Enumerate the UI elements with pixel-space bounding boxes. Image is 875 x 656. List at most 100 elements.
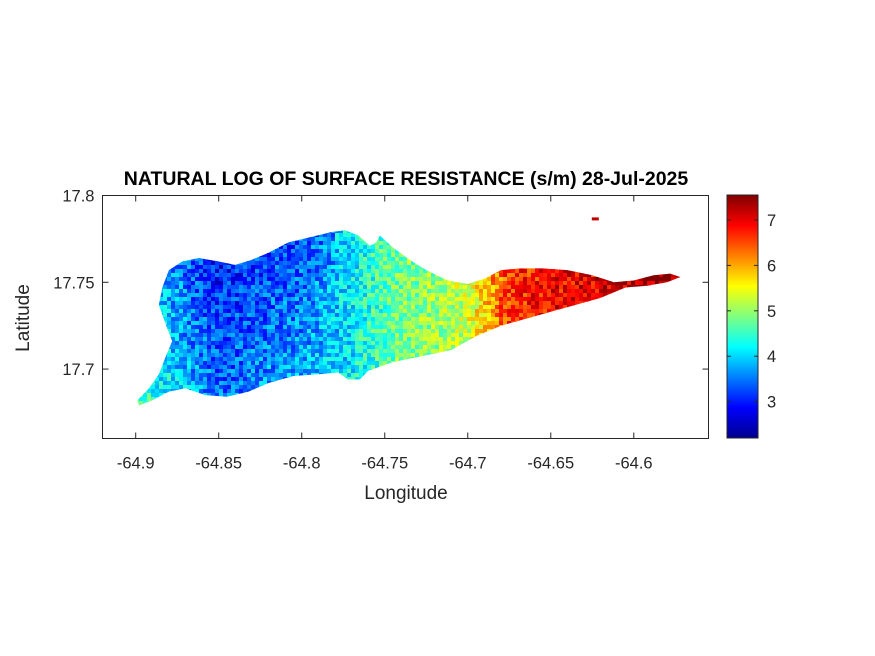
heatmap-cell: [467, 269, 472, 274]
heatmap-cell: [535, 261, 540, 266]
heatmap-cell: [575, 241, 580, 246]
heatmap-cell: [255, 349, 260, 354]
heatmap-cell: [243, 249, 248, 254]
heatmap-cell: [623, 233, 628, 238]
heatmap-cell: [195, 349, 200, 354]
heatmap-cell: [559, 233, 564, 238]
heatmap-cell: [367, 285, 372, 290]
heatmap-cell: [639, 333, 644, 338]
heatmap-cell: [495, 289, 500, 294]
heatmap-cell: [275, 313, 280, 318]
heatmap-cell: [643, 313, 648, 318]
heatmap-cell: [531, 293, 536, 298]
heatmap-cell: [559, 301, 564, 306]
heatmap-cell: [619, 329, 624, 334]
heatmap-cell: [271, 237, 276, 242]
heatmap-cell: [399, 221, 404, 226]
heatmap-cell: [255, 333, 260, 338]
heatmap-cell: [163, 293, 168, 298]
heatmap-cell: [219, 257, 224, 262]
heatmap-cell: [463, 273, 468, 278]
heatmap-cell: [587, 245, 592, 250]
heatmap-cell: [399, 333, 404, 338]
heatmap-cell: [479, 357, 484, 362]
heatmap-cell: [519, 289, 524, 294]
heatmap-cell: [239, 329, 244, 334]
heatmap-cell: [235, 237, 240, 242]
heatmap-cell: [431, 353, 436, 358]
heatmap-cell: [439, 273, 444, 278]
heatmap-cell: [479, 321, 484, 326]
heatmap-cell: [427, 345, 432, 350]
heatmap-cell: [159, 241, 164, 246]
heatmap-cell: [455, 233, 460, 238]
heatmap-cell: [263, 337, 268, 342]
heatmap-cell: [691, 357, 696, 362]
heatmap-cell: [267, 230, 272, 234]
heatmap-cell: [515, 257, 520, 262]
heatmap-cell: [619, 293, 624, 298]
heatmap-cell: [599, 241, 604, 246]
heatmap-cell: [443, 269, 448, 274]
heatmap-cell: [327, 261, 332, 266]
heatmap-cell: [467, 225, 472, 230]
heatmap-cell: [431, 230, 436, 234]
heatmap-cell: [447, 269, 452, 274]
heatmap-cell: [279, 349, 284, 354]
heatmap-cell: [415, 281, 420, 286]
heatmap-cell: [395, 301, 400, 306]
heatmap-cell: [215, 361, 220, 366]
heatmap-cell: [419, 317, 424, 322]
heatmap-cell: [551, 265, 556, 270]
heatmap-cell: [339, 325, 344, 330]
heatmap-cell: [611, 313, 616, 318]
heatmap-cell: [139, 237, 144, 242]
heatmap-cell: [267, 309, 272, 314]
heatmap-cell: [291, 281, 296, 286]
heatmap-cell: [563, 245, 568, 250]
heatmap-cell: [655, 325, 660, 330]
heatmap-cell: [239, 289, 244, 294]
heatmap-cell: [403, 281, 408, 286]
heatmap-cell: [287, 221, 292, 226]
heatmap-cell: [479, 329, 484, 334]
heatmap-cell: [167, 333, 172, 338]
heatmap-cell: [139, 261, 144, 266]
heatmap-cell: [567, 233, 572, 238]
heatmap-cell: [419, 349, 424, 354]
heatmap-cell: [339, 221, 344, 226]
heatmap-cell: [607, 333, 612, 338]
heatmap-cell: [299, 241, 304, 246]
heatmap-cell: [379, 277, 384, 282]
heatmap-cell: [363, 297, 368, 302]
heatmap-cell: [479, 237, 484, 242]
heatmap-cell: [511, 353, 516, 358]
heatmap-cell: [159, 349, 164, 354]
heatmap-cell: [547, 265, 552, 270]
heatmap-cell: [559, 225, 564, 230]
heatmap-cell: [519, 245, 524, 250]
heatmap-cell: [235, 245, 240, 250]
heatmap-cell: [471, 325, 476, 330]
heatmap-cell: [231, 321, 236, 326]
heatmap-cell: [615, 309, 620, 314]
heatmap-cell: [251, 293, 256, 298]
heatmap-cell: [487, 285, 492, 290]
heatmap-cell: [307, 285, 312, 290]
heatmap-cell: [411, 345, 416, 350]
heatmap-cell: [491, 341, 496, 346]
heatmap-cell: [435, 221, 440, 226]
heatmap-cell: [655, 221, 660, 226]
heatmap-cell: [651, 277, 656, 282]
heatmap-cell: [139, 281, 144, 286]
heatmap-cell: [615, 293, 620, 298]
heatmap-cell: [311, 293, 316, 298]
heatmap-cell: [315, 309, 320, 314]
heatmap-cell: [579, 269, 584, 274]
heatmap-cell: [647, 341, 652, 346]
heatmap-cell: [463, 305, 468, 310]
heatmap-cell: [275, 309, 280, 314]
heatmap-cell: [159, 353, 164, 358]
heatmap-cell: [223, 289, 228, 294]
heatmap-cell: [139, 337, 144, 342]
